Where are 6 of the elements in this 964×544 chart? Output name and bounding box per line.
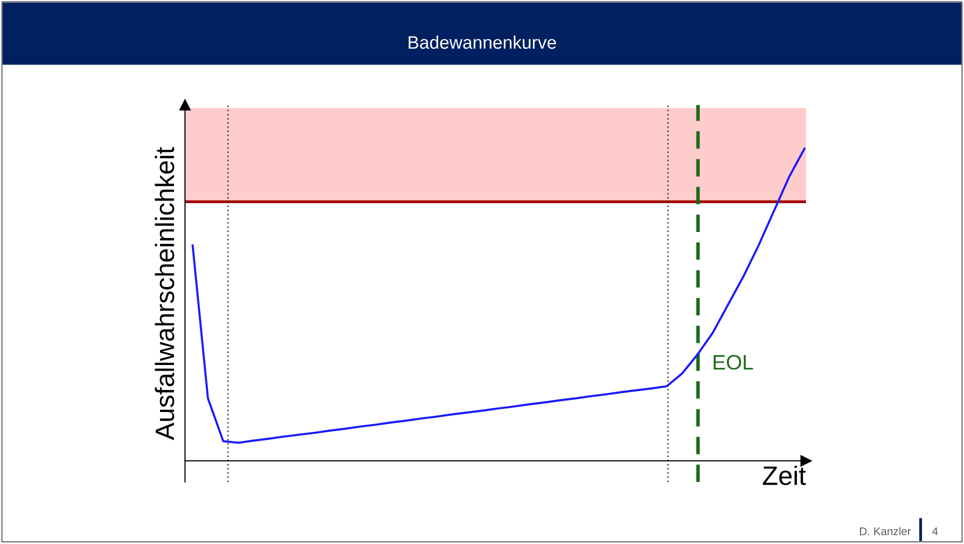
annotation: EOL	[714, 354, 753, 370]
y-axis-title: Ausfallwahrscheinlichkeit	[154, 147, 174, 440]
text: 4	[932, 528, 938, 536]
text: D. Kanzler	[860, 527, 911, 536]
chart-title: Badewannenkurve	[408, 36, 556, 49]
x-axis-title: Zeit	[762, 466, 806, 486]
